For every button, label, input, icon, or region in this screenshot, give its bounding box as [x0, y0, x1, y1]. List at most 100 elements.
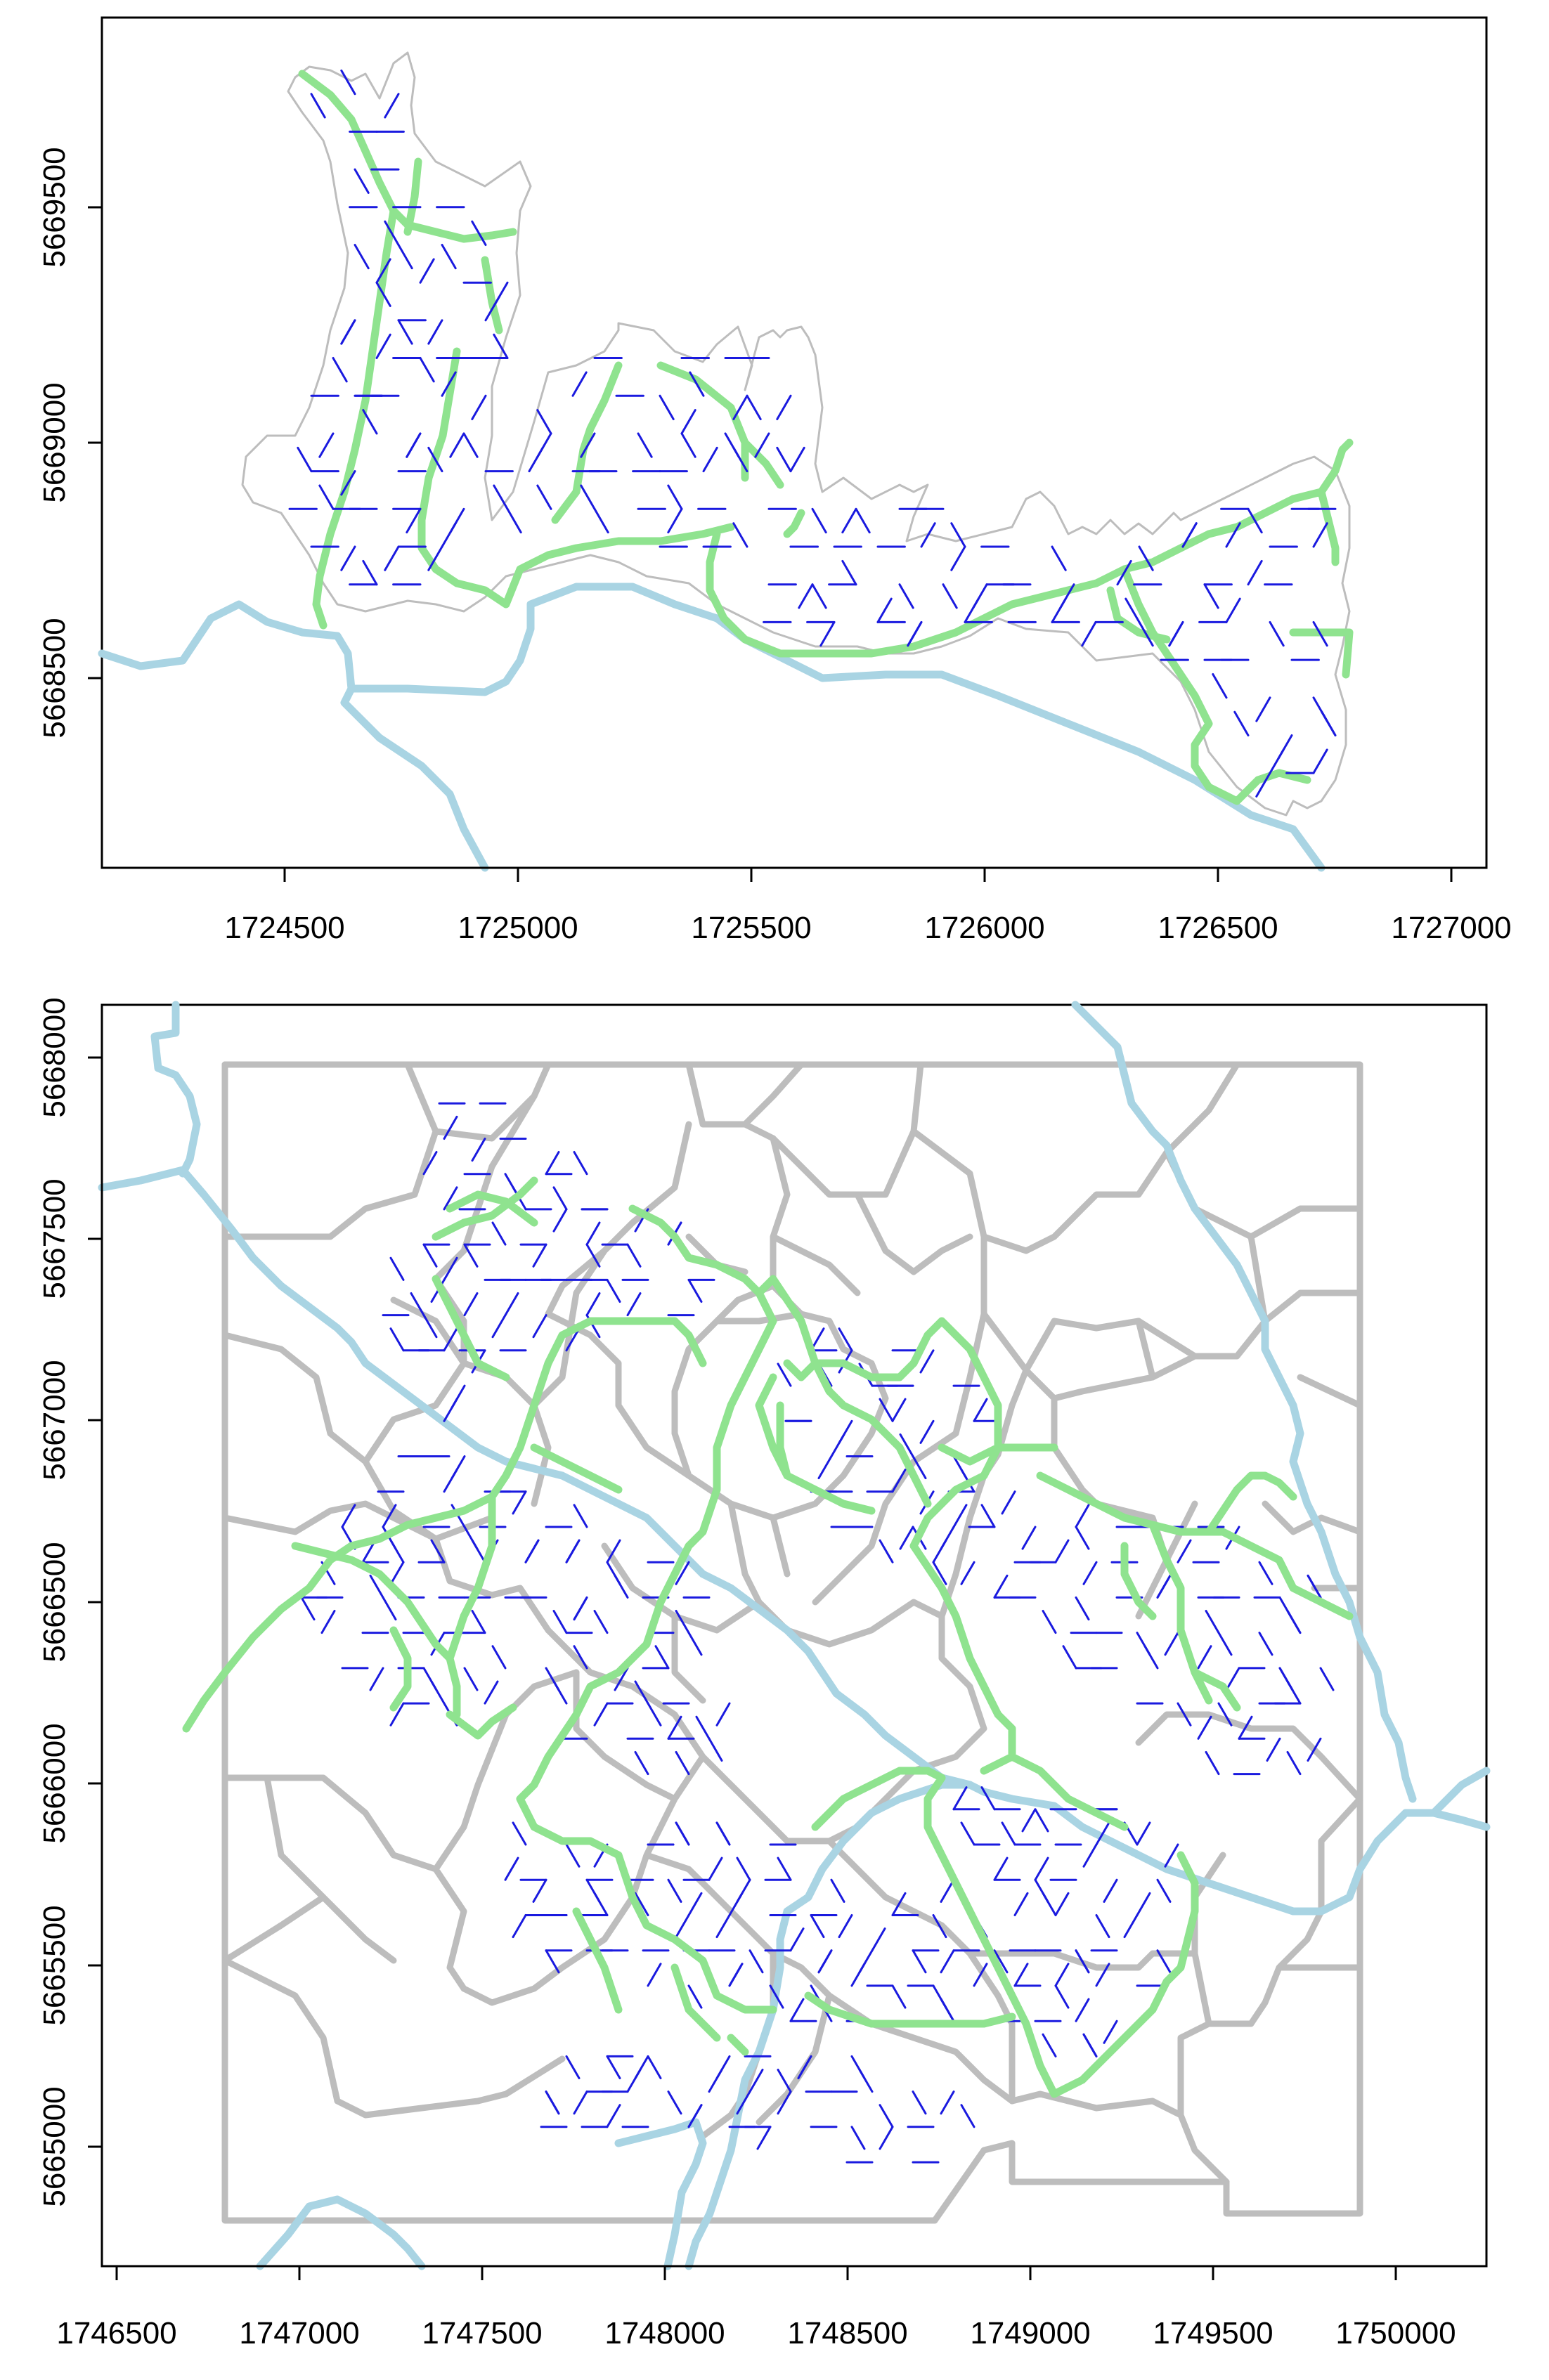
- network-segment: [310, 93, 326, 119]
- network-segment: [728, 1892, 744, 1916]
- network-segment: [471, 1138, 486, 1162]
- network-segment: [891, 1892, 907, 1916]
- network-segment: [406, 507, 422, 534]
- network-segment: [919, 1349, 935, 1374]
- network-segment: [532, 1243, 547, 1268]
- network-segment: [318, 484, 335, 510]
- network-segment: [614, 1574, 629, 1599]
- network-segment: [552, 1208, 568, 1233]
- network-segment: [300, 1596, 316, 1621]
- network-segment: [354, 244, 370, 270]
- network-segment: [382, 1596, 397, 1621]
- network-segment: [879, 2104, 894, 2128]
- network-segment: [1238, 1715, 1253, 1740]
- network-segment: [427, 545, 443, 571]
- network-segment: [1258, 1632, 1273, 1656]
- network-segment: [340, 470, 356, 496]
- network-segment: [675, 1561, 690, 1585]
- network-segment: [1042, 1610, 1057, 1634]
- network-segment: [369, 1667, 384, 1691]
- network-segment: [626, 1243, 642, 1268]
- network-segment: [552, 1680, 568, 1705]
- network-segment: [536, 484, 552, 510]
- network-segment: [593, 1610, 609, 1634]
- network-segment: [606, 1539, 621, 1563]
- network-segment: [993, 1574, 1009, 1599]
- network-segment: [1034, 1808, 1049, 1833]
- network-segment: [419, 357, 435, 383]
- network-segment: [1156, 1574, 1172, 1599]
- network-segment: [443, 1186, 458, 1211]
- top-x-tick-label: 1724500: [224, 911, 344, 945]
- network-segment: [1258, 1561, 1273, 1585]
- network-segment: [536, 409, 552, 435]
- network-segment: [687, 1278, 703, 1303]
- network-segment: [708, 1856, 723, 1881]
- network-segment: [1217, 1702, 1233, 1727]
- network-segment: [798, 583, 814, 609]
- network-segment: [687, 2104, 703, 2128]
- network-segment: [675, 1750, 690, 1776]
- network-segment: [919, 1419, 935, 1444]
- network-segment: [776, 394, 792, 420]
- network-segment: [964, 597, 980, 623]
- network-segment: [1177, 1702, 1192, 1727]
- network-segment: [777, 1363, 792, 1387]
- network-segment: [899, 1433, 914, 1457]
- network-segment: [506, 507, 522, 534]
- network-segment: [789, 1998, 805, 2022]
- network-segment: [838, 1327, 853, 1352]
- network-segment: [687, 1632, 703, 1656]
- network-segment: [810, 1914, 825, 1939]
- network-segment: [410, 1292, 425, 1317]
- network-segment: [565, 2055, 581, 2079]
- network-segment: [879, 1539, 894, 1563]
- network-segment: [708, 2069, 723, 2093]
- network-segment: [960, 1821, 976, 1846]
- network-segment: [789, 1927, 805, 1952]
- network-segment: [952, 1786, 968, 1811]
- network-segment: [1021, 1526, 1037, 1550]
- network-segment: [1075, 1949, 1090, 1974]
- network-segment: [797, 2055, 812, 2079]
- network-segment: [659, 394, 675, 420]
- network-segment: [1001, 1821, 1016, 1846]
- network-segment: [389, 1702, 405, 1727]
- network-segment: [940, 1998, 955, 2022]
- network-segment: [524, 1539, 540, 1563]
- network-segment: [320, 1610, 336, 1634]
- network-segment: [573, 1645, 588, 1670]
- network-segment: [942, 583, 958, 609]
- top-x-tick-label: 1726500: [1158, 911, 1278, 945]
- network-segment: [732, 522, 748, 548]
- network-segment: [1156, 1949, 1172, 1974]
- network-segment: [545, 2090, 560, 2115]
- network-segment: [443, 1115, 458, 1140]
- network-segment: [471, 1539, 486, 1563]
- network-segment: [830, 1433, 845, 1457]
- network-segment: [406, 432, 422, 458]
- network-segment: [354, 168, 370, 194]
- network-segment: [756, 2126, 772, 2150]
- network-segment: [907, 620, 923, 647]
- network-segment: [545, 1949, 560, 1974]
- network-segment: [1062, 1645, 1077, 1670]
- network-segment: [667, 507, 683, 534]
- network-segment: [443, 1469, 458, 1493]
- network-segment: [647, 1963, 662, 1987]
- network-segment: [375, 333, 391, 359]
- network-segment: [708, 1737, 723, 1762]
- network-segment: [667, 1715, 682, 1740]
- network-segment: [463, 1292, 479, 1317]
- network-segment: [667, 484, 683, 510]
- network-segment: [1103, 2020, 1118, 2044]
- network-segment: [1034, 1856, 1049, 1881]
- top-river: [98, 583, 1326, 872]
- network-segment: [422, 1243, 438, 1268]
- network-segment: [552, 1610, 568, 1634]
- network-segment: [680, 409, 696, 435]
- network-segment: [634, 1750, 649, 1776]
- network-segment: [512, 1914, 527, 1939]
- network-segment: [1075, 1998, 1090, 2022]
